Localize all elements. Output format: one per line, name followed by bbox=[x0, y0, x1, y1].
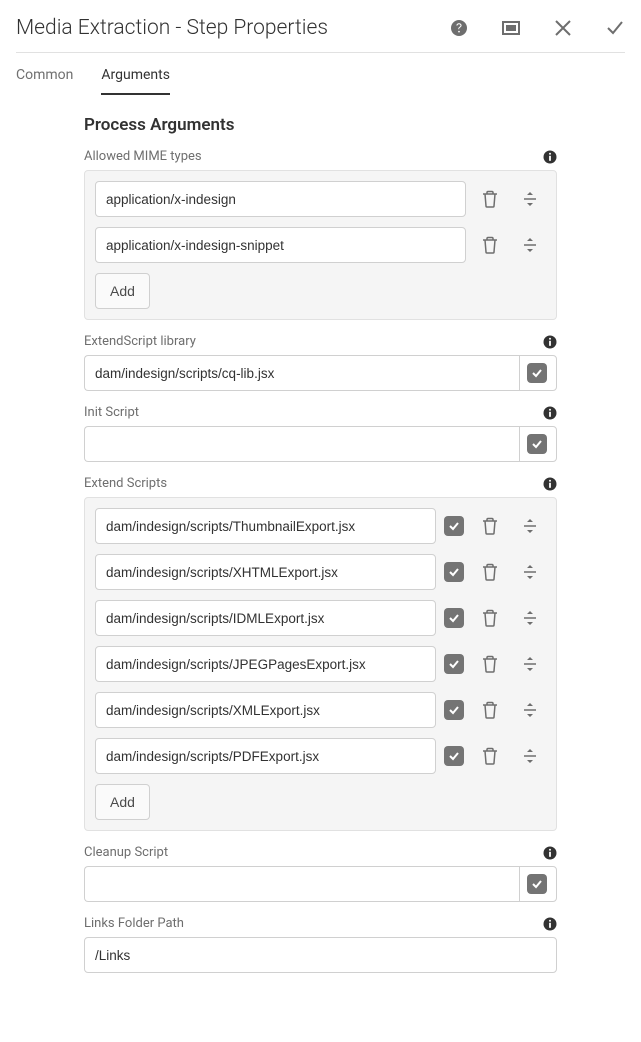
trash-icon[interactable] bbox=[480, 654, 500, 674]
move-icon[interactable] bbox=[520, 189, 540, 209]
trash-icon[interactable] bbox=[480, 189, 500, 209]
multi-row bbox=[95, 181, 546, 217]
links-input[interactable] bbox=[84, 937, 557, 973]
help-icon[interactable] bbox=[449, 18, 469, 38]
info-icon[interactable] bbox=[543, 477, 557, 491]
add-script-button[interactable]: Add bbox=[95, 784, 150, 820]
tab-common[interactable]: Common bbox=[16, 67, 73, 95]
info-icon[interactable] bbox=[543, 846, 557, 860]
checked-icon bbox=[527, 363, 547, 383]
fullscreen-icon[interactable] bbox=[501, 18, 521, 38]
links-label-row: Links Folder Path bbox=[84, 916, 557, 931]
cleanup-input[interactable] bbox=[84, 866, 519, 902]
multi-input[interactable] bbox=[95, 508, 436, 544]
cleanup-label-row: Cleanup Script bbox=[84, 845, 557, 860]
trash-icon[interactable] bbox=[480, 516, 500, 536]
multi-row bbox=[95, 600, 546, 636]
cleanup-check-wrap[interactable] bbox=[519, 866, 557, 902]
multi-row bbox=[95, 692, 546, 728]
close-icon[interactable] bbox=[553, 18, 573, 38]
checked-icon[interactable] bbox=[444, 608, 464, 628]
multi-row bbox=[95, 508, 546, 544]
move-icon[interactable] bbox=[520, 608, 540, 628]
multi-input[interactable] bbox=[95, 646, 436, 682]
init-label: Init Script bbox=[84, 405, 139, 420]
mime-label-row: Allowed MIME types bbox=[84, 149, 557, 164]
escripts-label: Extend Scripts bbox=[84, 476, 167, 491]
multi-input[interactable] bbox=[95, 692, 436, 728]
escripts-label-row: Extend Scripts bbox=[84, 476, 557, 491]
eslib-label-row: ExtendScript library bbox=[84, 334, 557, 349]
checked-icon bbox=[527, 434, 547, 454]
checked-icon[interactable] bbox=[444, 700, 464, 720]
info-icon[interactable] bbox=[543, 406, 557, 420]
tab-bar: Common Arguments bbox=[0, 53, 641, 95]
dialog-header: Media Extraction - Step Properties bbox=[0, 0, 641, 52]
eslib-row bbox=[84, 355, 557, 391]
multi-row bbox=[95, 738, 546, 774]
checked-icon bbox=[527, 874, 547, 894]
multi-row bbox=[95, 227, 546, 263]
escripts-multibox: Add bbox=[84, 497, 557, 831]
eslib-input[interactable] bbox=[84, 355, 519, 391]
content-panel: Process Arguments Allowed MIME types Add… bbox=[0, 95, 641, 993]
move-icon[interactable] bbox=[520, 746, 540, 766]
move-icon[interactable] bbox=[520, 235, 540, 255]
mime-multibox: Add bbox=[84, 170, 557, 320]
info-icon[interactable] bbox=[543, 335, 557, 349]
multi-input[interactable] bbox=[95, 181, 466, 217]
move-icon[interactable] bbox=[520, 654, 540, 674]
info-icon[interactable] bbox=[543, 150, 557, 164]
section-title: Process Arguments bbox=[84, 115, 557, 135]
multi-input[interactable] bbox=[95, 227, 466, 263]
move-icon[interactable] bbox=[520, 562, 540, 582]
multi-row bbox=[95, 646, 546, 682]
multi-input[interactable] bbox=[95, 600, 436, 636]
move-icon[interactable] bbox=[520, 516, 540, 536]
tab-arguments[interactable]: Arguments bbox=[101, 67, 170, 95]
init-input[interactable] bbox=[84, 426, 519, 462]
eslib-check-wrap[interactable] bbox=[519, 355, 557, 391]
done-icon[interactable] bbox=[605, 18, 625, 38]
init-check-wrap[interactable] bbox=[519, 426, 557, 462]
multi-input[interactable] bbox=[95, 738, 436, 774]
trash-icon[interactable] bbox=[480, 700, 500, 720]
eslib-label: ExtendScript library bbox=[84, 334, 196, 349]
trash-icon[interactable] bbox=[480, 608, 500, 628]
links-label: Links Folder Path bbox=[84, 916, 184, 931]
cleanup-label: Cleanup Script bbox=[84, 845, 168, 860]
checked-icon[interactable] bbox=[444, 654, 464, 674]
header-actions bbox=[449, 18, 625, 38]
trash-icon[interactable] bbox=[480, 746, 500, 766]
info-icon[interactable] bbox=[543, 917, 557, 931]
init-label-row: Init Script bbox=[84, 405, 557, 420]
move-icon[interactable] bbox=[520, 700, 540, 720]
checked-icon[interactable] bbox=[444, 516, 464, 536]
init-row bbox=[84, 426, 557, 462]
dialog-title: Media Extraction - Step Properties bbox=[16, 16, 328, 40]
multi-row bbox=[95, 554, 546, 590]
multi-input[interactable] bbox=[95, 554, 436, 590]
add-mime-button[interactable]: Add bbox=[95, 273, 150, 309]
cleanup-row bbox=[84, 866, 557, 902]
checked-icon[interactable] bbox=[444, 746, 464, 766]
trash-icon[interactable] bbox=[480, 235, 500, 255]
checked-icon[interactable] bbox=[444, 562, 464, 582]
mime-label: Allowed MIME types bbox=[84, 149, 202, 164]
trash-icon[interactable] bbox=[480, 562, 500, 582]
